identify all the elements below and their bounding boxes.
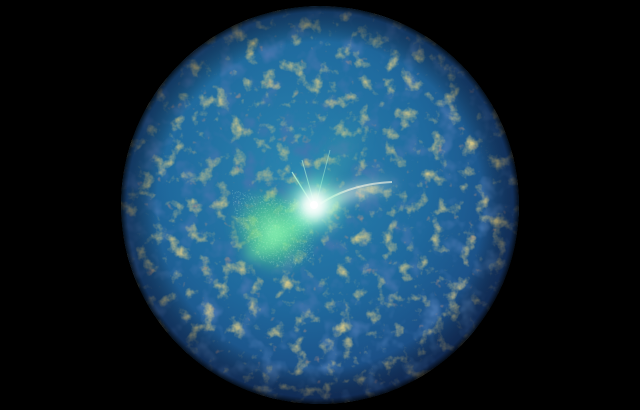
energy-burst [227, 120, 397, 276]
core-point [310, 201, 318, 209]
